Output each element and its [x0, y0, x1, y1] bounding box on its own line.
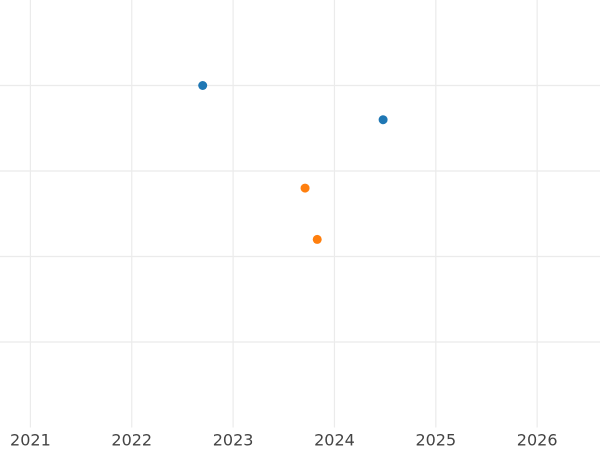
- x-tick-label: 2025: [415, 431, 456, 450]
- point: [378, 115, 388, 125]
- point: [312, 234, 322, 244]
- point: [300, 183, 310, 193]
- point: [198, 81, 208, 90]
- x-tick-label: 2021: [10, 431, 51, 450]
- x-tick-label: 2024: [314, 431, 355, 450]
- x-tick-label: 2023: [213, 431, 254, 450]
- x-tick-label: 2022: [111, 431, 152, 450]
- x-tick-label: 2026: [517, 431, 558, 450]
